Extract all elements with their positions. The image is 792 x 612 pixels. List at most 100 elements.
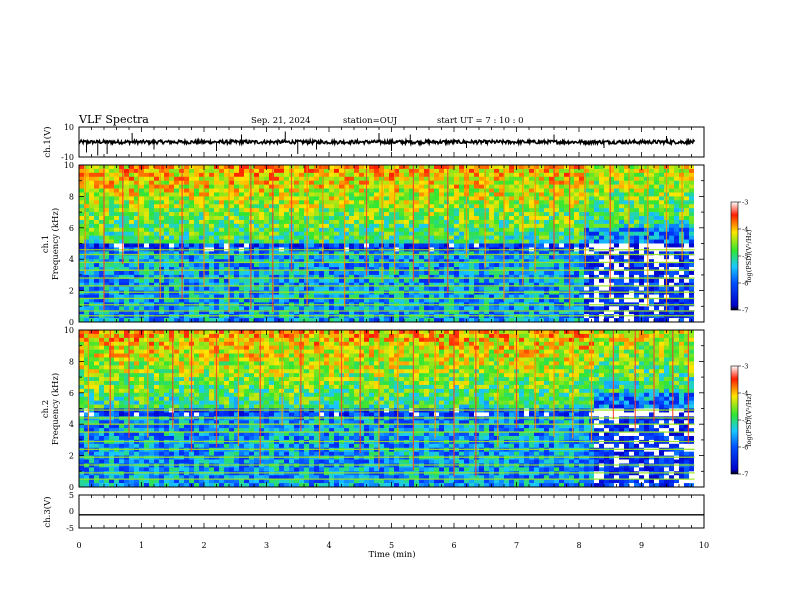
ch1-spec-cell [594,212,600,217]
ch1-spec-cell [394,196,400,201]
ch1-spec-cell [204,239,210,244]
ch1-spec-cell [614,216,620,221]
ch1-spec-cell [184,298,190,303]
ch1-spec-cell [174,263,180,268]
ch1-spec-cell [509,310,515,315]
ch1-spec-cell [309,168,315,174]
ch1-spec-cell [204,278,210,284]
ch1-spec-cell [209,227,215,233]
ch1-spec-cell [649,212,655,217]
ch1-spec-cell [309,165,315,170]
ch1-spec-cell [294,310,300,315]
ch1-spec-cell [309,223,315,229]
ch1-spec-cell [674,274,680,280]
ch1-spec-cell [79,192,85,197]
ch1-spec-cell [629,165,635,170]
ch1-spec-cell [349,306,355,311]
ch1-spec-cell [269,180,275,185]
ch1-spec-cell [209,306,215,311]
ch1-spec-cell [244,310,250,315]
ch1-spec-cell [299,200,305,205]
ch1-spec-cell [599,196,605,201]
ch1-spec-cell [569,227,575,233]
ch1-spec-cell [259,231,265,236]
ch1-spec-cell [449,208,455,213]
ch1-spec-cell [624,239,630,244]
ch1-spec-cell [154,282,160,287]
ch1-spec-cell [244,188,250,193]
ch1-spec-cell [599,286,605,291]
ch1-spec-cell [154,310,160,315]
ch1-spec-cell [274,267,280,272]
ch1-spec-cell [329,188,335,193]
ch1-spec-cell [224,263,230,268]
ch1-spec-cell [499,251,505,256]
ch1-spec-cell [544,298,550,303]
ch1-spec-cell [389,270,395,276]
ch1-spec-cell [124,227,130,233]
ch1-spec-cell [404,243,410,248]
ch1-spec-cell [424,267,430,272]
ch1-spec-cell [269,216,275,221]
ch1-spec-cell [369,243,375,248]
ch1-spec-cell [319,172,325,178]
ch1-spec-cell [674,219,680,225]
ch1-spec-cell [194,251,200,256]
ch1-spec-cell [374,165,380,170]
ch1-spec-cell [229,270,235,276]
ch1-spec-cell [279,318,285,323]
ch1-spec-cell [184,278,190,284]
ch1-spec-cell [249,298,255,303]
ch1-spec-cell [164,200,170,205]
ch1-spec-cell [444,196,450,201]
ch1-spec-cell [484,251,490,256]
ch1-spec-cell [244,270,250,276]
ch1-spec-cell [644,259,650,264]
ch1-spec-cell [614,212,620,217]
ch1-spec-cell [349,208,355,213]
ch1-spec-cell [584,208,590,213]
ch1-spec-cell [629,208,635,213]
ch1-spec-cell [414,251,420,256]
ch1-spec-cell [509,176,515,181]
ch1-spec-cell [219,310,225,315]
ch1-spec-cell [469,286,475,291]
ch1-spec-cell [649,208,655,213]
ch1-spec-cell [619,306,625,311]
ch1-spec-cell [259,227,265,233]
ch1-spec-cell [469,196,475,201]
ch1-spec-cell [204,298,210,303]
ch1-spec-cell [479,176,485,181]
ch1-spec-cell [654,231,660,236]
ch1-spec-cell [519,216,525,221]
ch1-spec-cell [269,310,275,315]
ch1-spec-cell [394,176,400,181]
ch1-spec-cell [444,208,450,213]
ch1-spec-cell [479,216,485,221]
ch1-spec-cell [479,219,485,225]
ch1-spec-cell [454,176,460,181]
ch1-spec-cell [434,165,440,170]
ch1-spec-cell [439,223,445,229]
ch1-spec-cell [234,318,240,323]
ch1-spec-cell [149,212,155,217]
ch1-spec-cell [529,294,535,299]
ch1-spec-cell [404,176,410,181]
ch1-spec-cell [349,192,355,197]
ch1-spec-cell [209,259,215,264]
ch1-spec-cell [434,235,440,240]
ch1-spec-cell [159,212,165,217]
ch1-spec-cell [564,231,570,236]
ch1-spec-cell [649,255,655,260]
ch1-spec-cell [254,192,260,197]
ch1-spec-cell [504,259,510,264]
ch1-spec-cell [219,176,225,181]
ch1-spec-cell [354,263,360,268]
ch1-spec-cell [214,172,220,178]
ch1-spec-cell [404,318,410,323]
ch1-spec-cell [209,231,215,236]
ch1-spec-cell [349,270,355,276]
ch1-spec-cell [499,204,505,209]
ch1-spec-cell [239,180,245,185]
ch1-spec-cell [349,243,355,248]
